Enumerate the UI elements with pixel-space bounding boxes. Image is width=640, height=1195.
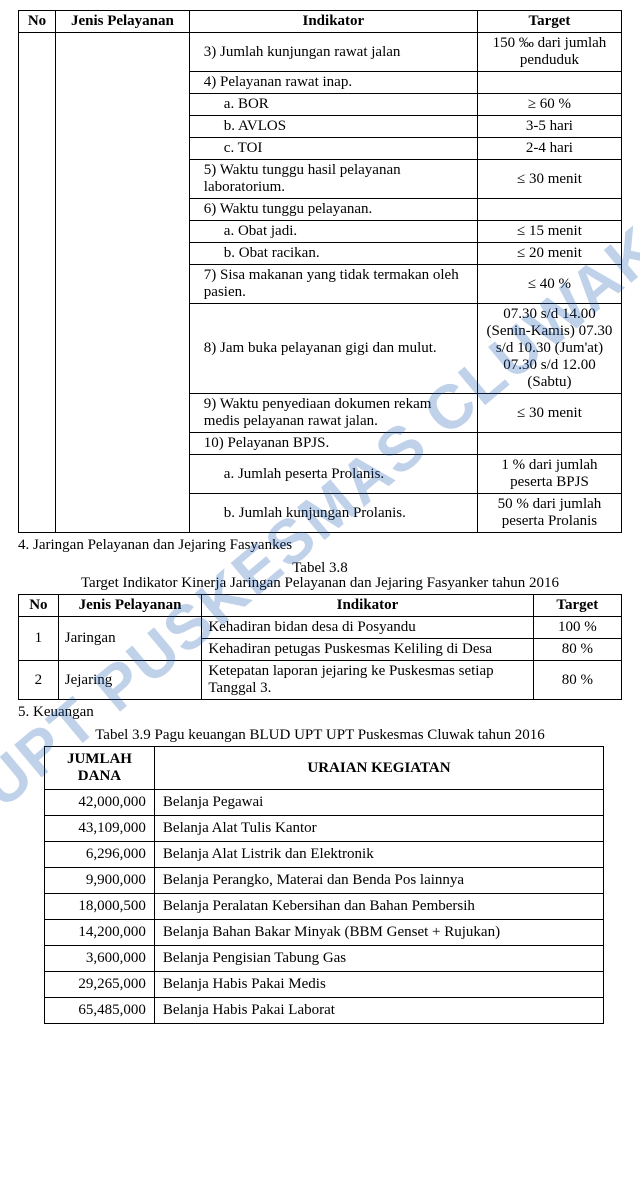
t3-th-uraian: URAIAN KEGIATAN — [154, 747, 603, 790]
cell-indikator: b. Jumlah kunjungan Prolanis. — [189, 494, 477, 533]
cell-target: ≤ 30 menit — [477, 394, 621, 433]
cell-target: ≥ 60 % — [477, 94, 621, 116]
cell-target: 150 ‰ dari jumlah penduduk — [477, 33, 621, 72]
cell-uraian: Belanja Alat Tulis Kantor — [154, 816, 603, 842]
cell-uraian: Belanja Perangko, Materai dan Benda Pos … — [154, 868, 603, 894]
cell-target: ≤ 20 menit — [477, 243, 621, 265]
table-row: 3) Jumlah kunjungan rawat jalan150 ‰ dar… — [19, 33, 622, 72]
cell-dana: 42,000,000 — [45, 790, 155, 816]
t2-th-no: No — [19, 595, 59, 617]
table-row: 6,296,000Belanja Alat Listrik dan Elektr… — [45, 842, 604, 868]
cell-target: ≤ 30 menit — [477, 160, 621, 199]
cell-target: ≤ 15 menit — [477, 221, 621, 243]
table-row: 14,200,000Belanja Bahan Bakar Minyak (BB… — [45, 920, 604, 946]
table-row: 43,109,000Belanja Alat Tulis Kantor — [45, 816, 604, 842]
cell-dana: 29,265,000 — [45, 972, 155, 998]
cell-dana: 9,900,000 — [45, 868, 155, 894]
th-jenis: Jenis Pelayanan — [56, 11, 190, 33]
cell-indikator: Kehadiran bidan desa di Posyandu — [202, 617, 533, 639]
cell-dana: 3,600,000 — [45, 946, 155, 972]
table-row: 29,265,000Belanja Habis Pakai Medis — [45, 972, 604, 998]
section-5-num: 5. — [18, 704, 29, 720]
cell-target: 07.30 s/d 14.00 (Senin-Kamis) 07.30 s/d … — [477, 304, 621, 394]
cell-dana: 43,109,000 — [45, 816, 155, 842]
table3-header-row: JUMLAH DANA URAIAN KEGIATAN — [45, 747, 604, 790]
table-row: 18,000,500Belanja Peralatan Kebersihan d… — [45, 894, 604, 920]
cell-indikator: Kehadiran petugas Puskesmas Keliling di … — [202, 639, 533, 661]
cell-uraian: Belanja Pegawai — [154, 790, 603, 816]
cell-no: 2 — [19, 661, 59, 700]
cell-indikator: 3) Jumlah kunjungan rawat jalan — [189, 33, 477, 72]
th-target: Target — [477, 11, 621, 33]
t3-th-dana: JUMLAH DANA — [45, 747, 155, 790]
cell-jenis — [56, 33, 190, 533]
section-4-text: Jaringan Pelayanan dan Jejaring Fasyanke… — [33, 537, 292, 553]
section-4: 4. Jaringan Pelayanan dan Jejaring Fasya… — [18, 537, 622, 554]
cell-uraian: Belanja Peralatan Kebersihan dan Bahan P… — [154, 894, 603, 920]
cell-target: 1 % dari jumlah peserta BPJS — [477, 455, 621, 494]
cell-uraian: Belanja Habis Pakai Laborat — [154, 998, 603, 1024]
cell-indikator: b. Obat racikan. — [189, 243, 477, 265]
cell-jenis: Jaringan — [58, 617, 202, 661]
th-indikator: Indikator — [189, 11, 477, 33]
section-5-text: Keuangan — [33, 704, 94, 720]
table-row: 9,900,000Belanja Perangko, Materai dan B… — [45, 868, 604, 894]
cell-indikator: 8) Jam buka pelayanan gigi dan mulut. — [189, 304, 477, 394]
table2-header-row: No Jenis Pelayanan Indikator Target — [19, 595, 622, 617]
cell-target: 50 % dari jumlah peserta Prolanis — [477, 494, 621, 533]
table-pelayanan: No Jenis Pelayanan Indikator Target 3) J… — [18, 10, 622, 533]
cell-target: 2-4 hari — [477, 138, 621, 160]
cell-uraian: Belanja Bahan Bakar Minyak (BBM Genset +… — [154, 920, 603, 946]
cell-indikator: 4) Pelayanan rawat inap. — [189, 72, 477, 94]
cell-jenis: Jejaring — [58, 661, 202, 700]
cell-indikator: a. BOR — [189, 94, 477, 116]
table-row: 65,485,000Belanja Habis Pakai Laborat — [45, 998, 604, 1024]
section-4-num: 4. — [18, 537, 29, 553]
cell-indikator: b. AVLOS — [189, 116, 477, 138]
t2-th-jenis: Jenis Pelayanan — [58, 595, 202, 617]
table-jaringan: No Jenis Pelayanan Indikator Target 1Jar… — [18, 594, 622, 700]
cell-indikator: 7) Sisa makanan yang tidak termakan oleh… — [189, 265, 477, 304]
table-row: 42,000,000Belanja Pegawai — [45, 790, 604, 816]
cell-dana: 65,485,000 — [45, 998, 155, 1024]
cell-target — [477, 433, 621, 455]
section-5: 5. Keuangan — [18, 704, 622, 721]
table-keuangan: JUMLAH DANA URAIAN KEGIATAN 42,000,000Be… — [44, 746, 604, 1024]
cell-target: 3-5 hari — [477, 116, 621, 138]
cell-dana: 6,296,000 — [45, 842, 155, 868]
cell-no — [19, 33, 56, 533]
cell-indikator: a. Obat jadi. — [189, 221, 477, 243]
cell-target: ≤ 40 % — [477, 265, 621, 304]
cell-target: 80 % — [533, 639, 621, 661]
table-row: 1JaringanKehadiran bidan desa di Posyand… — [19, 617, 622, 639]
table-row: 2JejaringKetepatan laporan jejaring ke P… — [19, 661, 622, 700]
cell-dana: 18,000,500 — [45, 894, 155, 920]
table3-caption: Tabel 3.9 Pagu keuangan BLUD UPT UPT Pus… — [18, 727, 622, 744]
cell-indikator: a. Jumlah peserta Prolanis. — [189, 455, 477, 494]
th-no: No — [19, 11, 56, 33]
table2-caption2: Target Indikator Kinerja Jaringan Pelaya… — [18, 575, 622, 592]
cell-no: 1 — [19, 617, 59, 661]
cell-target — [477, 72, 621, 94]
cell-dana: 14,200,000 — [45, 920, 155, 946]
table-row: 3,600,000Belanja Pengisian Tabung Gas — [45, 946, 604, 972]
t2-th-indikator: Indikator — [202, 595, 533, 617]
cell-indikator: 10) Pelayanan BPJS. — [189, 433, 477, 455]
cell-target: 80 % — [533, 661, 621, 700]
cell-target — [477, 199, 621, 221]
cell-indikator: 5) Waktu tunggu hasil pelayanan laborato… — [189, 160, 477, 199]
t2-th-target: Target — [533, 595, 621, 617]
table-header-row: No Jenis Pelayanan Indikator Target — [19, 11, 622, 33]
cell-indikator: 9) Waktu penyediaan dokumen rekam medis … — [189, 394, 477, 433]
cell-uraian: Belanja Pengisian Tabung Gas — [154, 946, 603, 972]
cell-indikator: Ketepatan laporan jejaring ke Puskesmas … — [202, 661, 533, 700]
cell-indikator: c. TOI — [189, 138, 477, 160]
cell-indikator: 6) Waktu tunggu pelayanan. — [189, 199, 477, 221]
cell-uraian: Belanja Alat Listrik dan Elektronik — [154, 842, 603, 868]
cell-uraian: Belanja Habis Pakai Medis — [154, 972, 603, 998]
cell-target: 100 % — [533, 617, 621, 639]
